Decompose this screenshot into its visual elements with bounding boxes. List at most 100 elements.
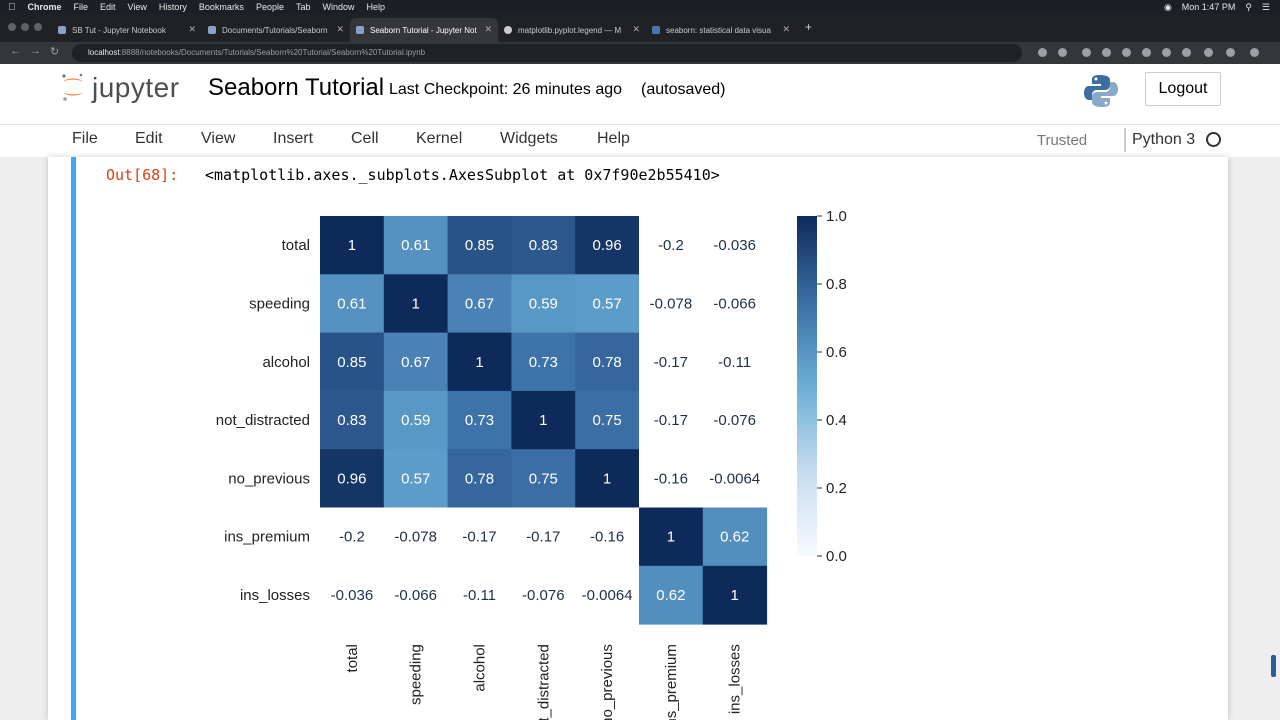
close-tab-icon[interactable]: ✕: [632, 24, 640, 34]
heatmap-cell: [383, 216, 449, 275]
heatmap-cell: [447, 216, 512, 275]
colorbar-tick-label: 0.8: [826, 276, 847, 293]
extensions-puzzle-icon[interactable]: [1204, 48, 1213, 57]
chrome-menu-icon[interactable]: [1250, 48, 1259, 57]
browser-tab[interactable]: Documents/Tutorials/Seaborn ✕: [202, 18, 350, 42]
reload-icon[interactable]: ↻: [50, 46, 60, 58]
extension-icon[interactable]: [1142, 48, 1151, 57]
colorbar-tick-label: 0.2: [826, 480, 847, 497]
browser-tab-strip: SB Tut - Jupyter Notebook ✕ Documents/Tut…: [0, 14, 1280, 42]
wifi-icon[interactable]: ◉: [1163, 1, 1172, 12]
menu-help[interactable]: Help: [597, 130, 630, 147]
menubar-edit[interactable]: Edit: [92, 2, 116, 12]
heatmap-cell-annotation: -0.17: [654, 412, 688, 429]
heatmap-cell: [702, 274, 768, 334]
heatmap-cell-annotation: -0.076: [522, 587, 565, 604]
tab-label: Seaborn Tutorial - Jupyter Not: [370, 25, 477, 35]
heatmap-column-labels: total speeding alcohol not_distracted no_pre…: [344, 644, 744, 720]
menubar-file[interactable]: File: [66, 2, 89, 12]
menubar-bookmarks[interactable]: Bookmarks: [191, 2, 244, 12]
heatmap-cell-annotation: 1: [731, 587, 739, 604]
extension-icon[interactable]: [1182, 48, 1191, 57]
jupyter-logo-icon[interactable]: [60, 72, 86, 102]
heatmap-cell: [575, 216, 640, 275]
logout-button[interactable]: Logout: [1145, 72, 1221, 106]
heatmap-cell: [639, 332, 704, 392]
heatmap-cell-annotation: 0.75: [592, 412, 621, 429]
menu-file[interactable]: File: [72, 130, 98, 147]
heatmap-cells: [320, 216, 768, 625]
heatmap-cell-annotation: 1: [539, 412, 547, 429]
jupyter-logo-text[interactable]: jupyter: [92, 72, 180, 103]
close-tab-icon[interactable]: ✕: [336, 24, 344, 34]
menubar-history[interactable]: History: [151, 2, 187, 12]
browser-tab[interactable]: matplotlib.pyplot.legend — M ✕: [498, 18, 646, 42]
window-close-button[interactable]: [8, 23, 16, 31]
profile-avatar[interactable]: [1226, 48, 1235, 57]
window-minimize-button[interactable]: [21, 23, 29, 31]
heatmap-cell: [575, 449, 640, 508]
heatmap-cell: [320, 565, 385, 625]
browser-tab[interactable]: SB Tut - Jupyter Notebook ✕: [52, 18, 202, 42]
scrollbar-thumb[interactable]: [1271, 655, 1276, 677]
menubar-view[interactable]: View: [120, 2, 147, 12]
close-tab-icon[interactable]: ✕: [188, 24, 196, 34]
row-label: not_distracted: [216, 412, 310, 429]
apple-icon[interactable]: : [8, 2, 16, 13]
notebook-title[interactable]: Seaborn Tutorial: [208, 74, 385, 101]
close-tab-icon[interactable]: ✕: [782, 24, 790, 34]
column-label: total: [344, 644, 361, 672]
kernel-idle-indicator-icon: [1206, 132, 1221, 147]
clock[interactable]: Mon 1:47 PM: [1181, 2, 1236, 12]
extension-icon[interactable]: [1162, 48, 1171, 57]
extension-icon[interactable]: [1102, 48, 1111, 57]
close-tab-icon[interactable]: ✕: [484, 24, 492, 34]
heatmap-cell: [639, 390, 704, 450]
heatmap-cell: [511, 216, 576, 275]
forward-icon[interactable]: →: [30, 45, 41, 57]
menubar-window[interactable]: Window: [314, 2, 354, 12]
column-label: ins_premium: [663, 644, 680, 720]
url-path: :8888/notebooks/Documents/Tutorials/Seab…: [119, 48, 426, 57]
extension-icon[interactable]: [1082, 48, 1091, 57]
browser-tab-active[interactable]: Seaborn Tutorial - Jupyter Not ✕: [350, 18, 498, 42]
menu-insert[interactable]: Insert: [273, 130, 314, 147]
heatmap-cell: [447, 565, 512, 625]
zoom-icon[interactable]: [1038, 48, 1047, 57]
bookmark-star-icon[interactable]: [1058, 48, 1067, 57]
heatmap-cell-annotation: -0.078: [650, 295, 693, 312]
heatmap-cell: [575, 332, 640, 392]
control-center-icon[interactable]: ☰: [1261, 1, 1270, 12]
new-tab-icon[interactable]: +: [805, 20, 813, 34]
back-icon[interactable]: ←: [10, 45, 21, 57]
extension-icon[interactable]: [1122, 48, 1131, 57]
heatmap-cell: [511, 390, 576, 450]
address-bar[interactable]: localhost:8888/notebooks/Documents/Tutor…: [72, 44, 1022, 62]
heatmap-cell-annotation: -0.16: [654, 470, 688, 487]
seaborn-favicon-icon: [652, 26, 660, 34]
heatmap-cell-annotation: -0.2: [339, 529, 365, 546]
browser-tab[interactable]: seaborn: statistical data visua ✕: [646, 18, 796, 42]
spotlight-icon[interactable]: ⚲: [1245, 1, 1252, 12]
menu-cell[interactable]: Cell: [351, 130, 379, 147]
menubar-tab[interactable]: Tab: [288, 2, 311, 12]
row-label: total: [282, 237, 310, 254]
trusted-indicator[interactable]: Trusted: [1036, 131, 1088, 149]
window-zoom-button[interactable]: [34, 23, 42, 31]
menu-view[interactable]: View: [201, 130, 236, 147]
heatmap-cell: [639, 507, 704, 567]
menubar-people[interactable]: People: [248, 2, 284, 12]
menu-kernel[interactable]: Kernel: [416, 130, 463, 147]
row-label: ins_losses: [240, 587, 310, 604]
menubar-help[interactable]: Help: [359, 2, 386, 12]
heatmap-cell: [575, 274, 640, 334]
menubar-app-name[interactable]: Chrome: [20, 2, 62, 12]
kernel-name[interactable]: Python 3: [1124, 128, 1195, 152]
menu-widgets[interactable]: Widgets: [500, 130, 558, 147]
heatmap-cell-annotation: 1: [603, 470, 611, 487]
checkpoint-status: Last Checkpoint: 26 minutes ago: [389, 81, 623, 98]
heatmap-annotations: 1 0.61 0.85 0.83 0.96 -0.2 -0.036 0.61 1 0.67 0.59…: [331, 237, 761, 604]
menu-edit[interactable]: Edit: [135, 130, 163, 147]
heatmap-cell: [383, 565, 449, 625]
heatmap-cell: [511, 449, 576, 508]
